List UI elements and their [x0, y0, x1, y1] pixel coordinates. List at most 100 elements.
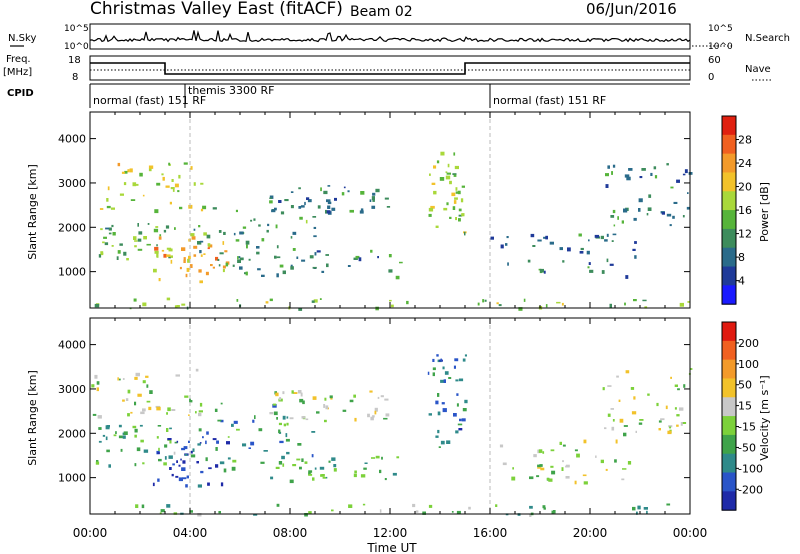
echo-cell: [304, 513, 308, 517]
colorbar-tick-label: 200: [738, 337, 759, 350]
echo-cell: [379, 469, 382, 474]
echo-cell: [187, 258, 190, 263]
echo-cell: [186, 267, 190, 272]
echo-cell: [374, 407, 378, 412]
echo-cell: [256, 251, 260, 255]
echo-cell: [200, 254, 203, 257]
echo-cell: [549, 241, 554, 245]
echo-cell: [178, 174, 181, 179]
echo-cell: [443, 379, 446, 383]
echo-cell: [615, 439, 618, 444]
echo-cell: [306, 197, 310, 200]
echo-cell: [323, 404, 326, 408]
echo-cell: [189, 264, 193, 268]
echo-cell: [304, 201, 306, 206]
colorbar-tick-label: -100: [738, 462, 763, 475]
echo-cell: [165, 225, 170, 229]
echo-cell: [370, 249, 373, 253]
echo-cell: [459, 418, 462, 422]
echo-cell: [156, 406, 161, 411]
echo-cell: [298, 206, 302, 209]
echo-cell: [170, 187, 175, 190]
echo-cell: [246, 244, 248, 249]
echo-cell: [445, 175, 451, 180]
colorbar-swatch: [722, 172, 736, 192]
colorbar-tick-label: 24: [738, 157, 752, 170]
echo-cell: [333, 468, 337, 472]
echo-cell: [235, 209, 238, 213]
echo-cell: [178, 477, 183, 482]
echo-cell: [254, 415, 256, 419]
echo-cell: [293, 392, 298, 394]
echo-cell: [275, 466, 280, 469]
date-label: 06/Jun/2016: [586, 0, 677, 18]
echo-cell: [312, 477, 315, 481]
echo-cell: [245, 271, 248, 276]
echo-cell: [282, 270, 286, 275]
echo-cell: [112, 232, 116, 236]
echo-cell: [370, 416, 374, 421]
echo-cell: [100, 251, 104, 254]
colorbar-swatch: [722, 228, 736, 249]
echo-cell: [327, 205, 331, 209]
colorbar-swatch: [722, 340, 736, 361]
echo-cell: [314, 467, 317, 470]
echo-cell: [559, 247, 563, 251]
echo-cell: [542, 451, 545, 454]
echo-cell: [291, 390, 294, 394]
echo-cell: [227, 436, 230, 438]
echo-cell: [669, 426, 671, 429]
echo-cell: [681, 422, 687, 424]
echo-cell: [371, 196, 375, 201]
power-colorbar: 4 8 12 16 20 24 28: [721, 115, 752, 305]
colorbar-swatch: [722, 191, 736, 211]
echo-cell: [177, 190, 180, 193]
echo-cell: [461, 213, 465, 217]
echo-cell: [633, 217, 637, 221]
power-ylabel: Slant Range [km]: [26, 164, 39, 260]
echo-cell: [149, 390, 153, 394]
echo-cell: [158, 278, 161, 282]
echo-cell: [137, 223, 139, 227]
echo-cell: [326, 210, 331, 214]
echo-cell: [171, 473, 174, 477]
echo-cell: [455, 379, 459, 382]
echo-cell: [451, 192, 456, 197]
echo-cell: [140, 439, 144, 443]
echo-cell: [108, 232, 112, 235]
echo-cell: [219, 461, 225, 465]
echo-cell: [199, 240, 204, 243]
echo-cell: [451, 511, 454, 513]
echo-cell: [301, 259, 306, 262]
echo-cell: [153, 268, 157, 273]
echo-cell: [203, 232, 207, 236]
echo-cell: [133, 298, 137, 302]
echo-cell: [641, 168, 646, 171]
echo-cell: [157, 425, 162, 427]
echo-cell: [367, 413, 370, 418]
echo-cell: [482, 299, 485, 303]
noise-panel: N.Sky N.Search 10^5 10^0 10^5 10^0: [8, 23, 790, 52]
colorbar-tick-label: 28: [738, 134, 752, 147]
echo-cell: [443, 207, 448, 211]
echo-cell: [171, 409, 176, 411]
echo-cell: [638, 208, 641, 212]
echo-cell: [399, 261, 403, 264]
echo-cell: [263, 450, 268, 452]
colorbar-swatch: [722, 434, 736, 455]
colorbar-swatch: [722, 397, 736, 417]
echo-cell: [611, 240, 614, 242]
echo-cell: [261, 238, 265, 242]
echo-cell: [567, 247, 571, 252]
y-tick-label: 4000: [58, 339, 86, 352]
echo-cell: [388, 269, 393, 273]
echo-cell: [325, 405, 329, 410]
echo-cell: [253, 218, 256, 221]
colorbar-tick-label: -50: [738, 441, 756, 454]
echo-cell: [623, 432, 627, 437]
echo-cell: [237, 256, 239, 260]
echo-cell: [323, 190, 328, 195]
echo-cell: [364, 462, 368, 464]
echo-cell: [169, 439, 172, 444]
echo-cell: [220, 402, 223, 405]
